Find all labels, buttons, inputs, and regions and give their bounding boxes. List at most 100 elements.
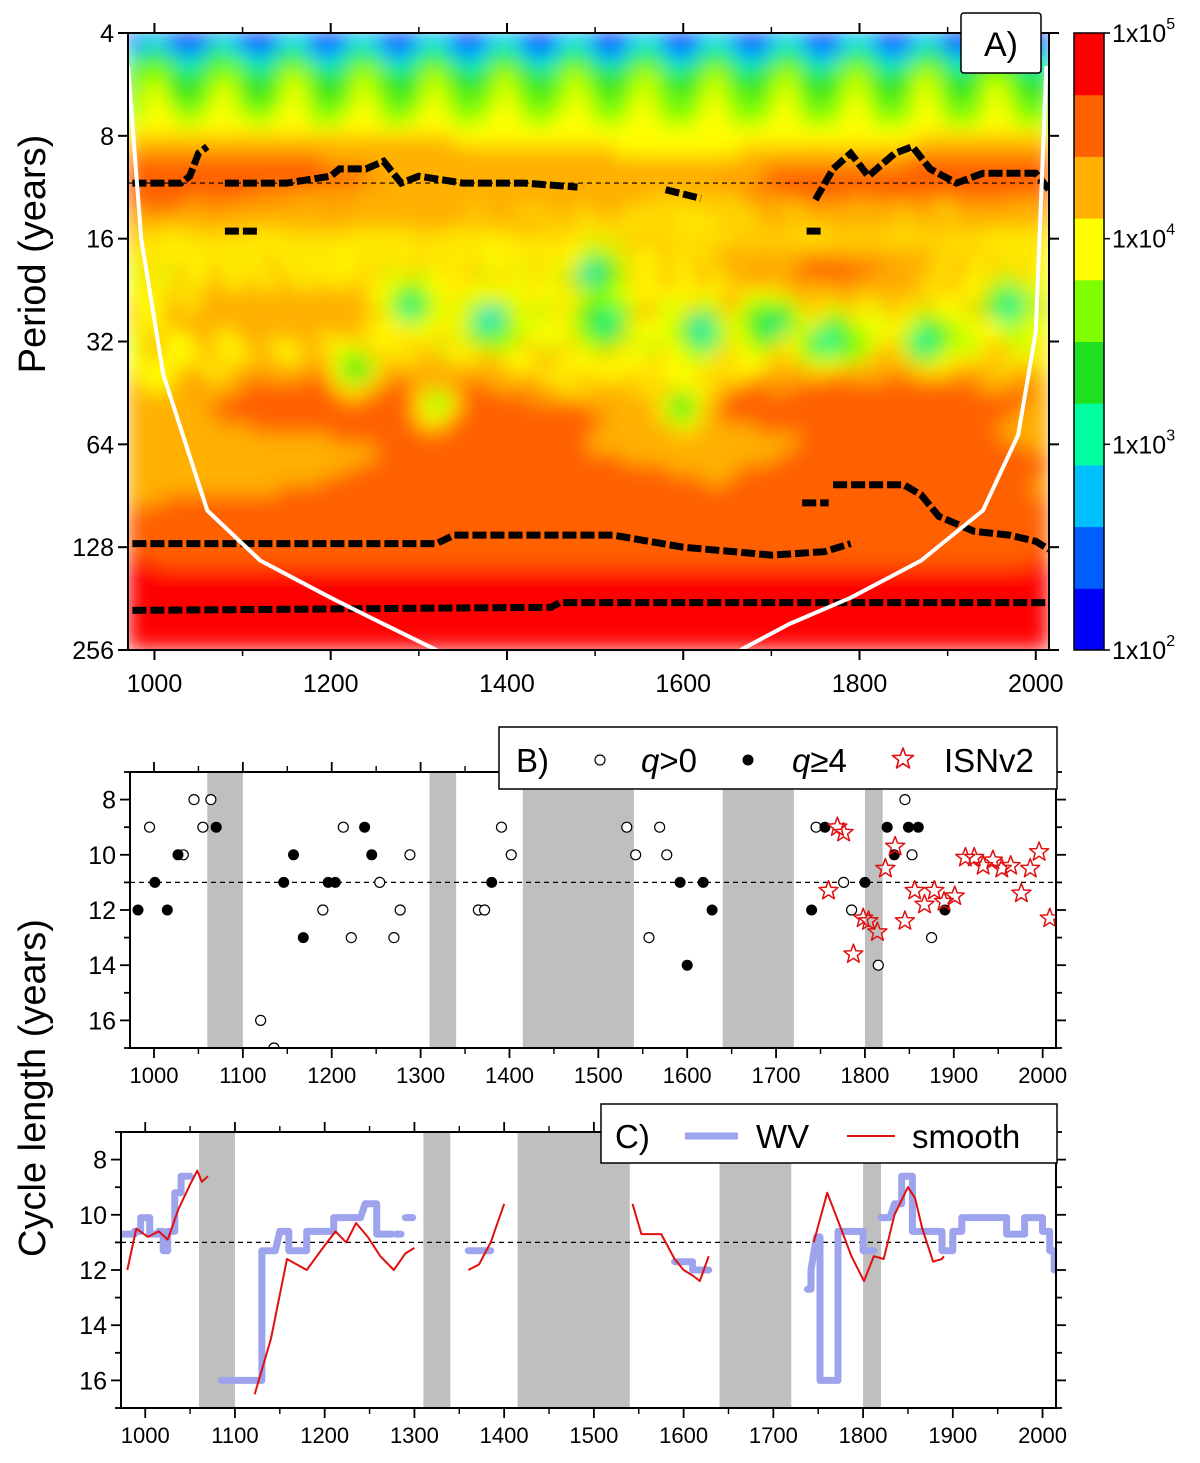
power-cell [233, 238, 244, 250]
power-cell [499, 33, 510, 44]
power-cell [162, 330, 173, 343]
power-cell [818, 248, 829, 260]
power-cell [765, 361, 776, 374]
power-cell [162, 135, 173, 147]
power-cell [499, 207, 510, 219]
power-cell [145, 310, 156, 322]
power-cell [278, 53, 289, 65]
power-cell [313, 238, 324, 250]
power-cell [198, 474, 209, 487]
power-cell [508, 63, 519, 75]
power-cell [579, 412, 590, 425]
power-cell [897, 433, 909, 446]
power-cell [703, 207, 714, 219]
power-cell [694, 186, 705, 199]
power-cell [180, 269, 191, 281]
power-cell [773, 412, 785, 425]
power-cell [685, 464, 696, 476]
power-cell [340, 248, 351, 260]
power-cell [490, 114, 501, 127]
power-cell [853, 269, 864, 281]
power-cell [224, 186, 235, 199]
power-cell [154, 186, 165, 199]
power-cell [171, 53, 182, 65]
power-cell [446, 63, 457, 75]
power-cell [216, 412, 227, 425]
power-cell [605, 248, 616, 260]
power-cell [756, 310, 767, 322]
power-cell [933, 166, 944, 178]
power-cell [862, 135, 873, 147]
power-cell [791, 371, 802, 384]
power-cell [286, 104, 297, 116]
power-cell [933, 269, 944, 281]
power-cell [517, 83, 528, 96]
power-cell [375, 125, 386, 137]
power-cell [552, 114, 563, 127]
power-cell [517, 464, 528, 476]
power-cell [189, 125, 200, 137]
power-cell [393, 423, 404, 435]
power-cell [844, 227, 855, 240]
power-cell [313, 63, 324, 75]
power-cell [251, 330, 262, 343]
power-cell [340, 474, 351, 487]
power-cell [410, 423, 421, 435]
power-cell [862, 320, 873, 332]
power-cell [632, 351, 643, 363]
power-cell [703, 289, 714, 302]
power-cell [499, 454, 510, 466]
power-cell [765, 371, 776, 384]
power-cell [189, 412, 200, 425]
power-cell [658, 42, 669, 55]
power-cell [508, 505, 519, 518]
power-cell [977, 279, 988, 291]
power-cell [136, 269, 147, 281]
power-cell [915, 269, 926, 281]
power-cell [446, 33, 457, 44]
power-cell [419, 125, 430, 137]
power-cell [694, 145, 705, 158]
power-cell [703, 73, 714, 86]
power-cell [233, 269, 244, 281]
power-cell [419, 320, 430, 332]
power-cell [835, 361, 847, 374]
power-cell [765, 484, 776, 497]
power-cell [455, 310, 466, 322]
power-cell [844, 474, 855, 487]
power-cell [729, 392, 740, 404]
power-cell [313, 53, 324, 65]
power-cell [304, 227, 315, 240]
power-cell [685, 83, 696, 96]
power-cell [968, 258, 979, 271]
power-cell [437, 42, 448, 55]
power-cell [366, 330, 377, 343]
power-cell [570, 474, 581, 487]
power-cell [278, 433, 289, 446]
power-cell [154, 197, 165, 209]
power-cell [649, 289, 661, 302]
power-cell [791, 330, 802, 343]
power-cell [959, 443, 970, 456]
power-cell [552, 197, 563, 209]
power-cell [685, 227, 696, 240]
power-cell [827, 42, 838, 55]
power-cell [561, 515, 572, 528]
power-cell [773, 515, 785, 528]
power-cell [189, 42, 200, 55]
power-cell [968, 310, 979, 322]
power-cell [1030, 73, 1041, 86]
power-cell [579, 73, 590, 86]
power-cell [508, 207, 519, 219]
power-cell [419, 464, 430, 476]
power-cell [676, 83, 687, 96]
power-cell [189, 320, 200, 332]
power-cell [1039, 299, 1049, 312]
power-cell [889, 217, 900, 230]
power-cell [844, 454, 855, 466]
power-cell [561, 186, 572, 199]
power-cell [481, 433, 492, 446]
power-cell [747, 402, 758, 415]
power-cell [428, 53, 439, 65]
power-cell [835, 63, 847, 75]
